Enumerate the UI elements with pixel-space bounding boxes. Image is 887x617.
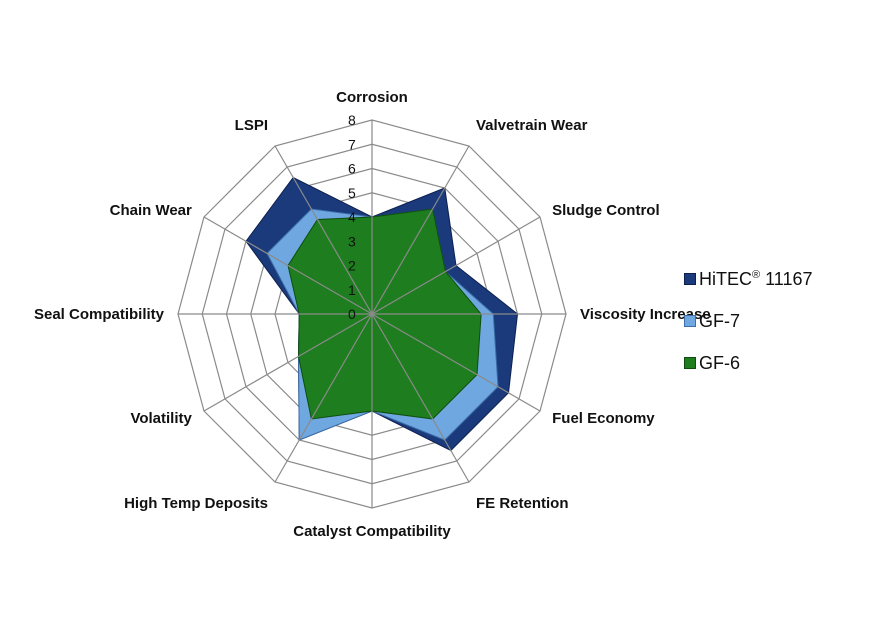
tick-label-2: 2 — [348, 258, 356, 274]
legend-label-hitec-sup: ® — [752, 268, 761, 281]
axis-label-fuel-economy: Fuel Economy — [552, 410, 655, 427]
tick-label-1: 1 — [348, 282, 356, 298]
axis-label-corrosion: Corrosion — [336, 89, 408, 106]
legend-item-hitec: HiTEC® 11167 — [684, 258, 813, 300]
axis-label-lspi: LSPI — [235, 117, 268, 134]
axis-label-high-temp-deposits: High Temp Deposits — [124, 495, 268, 512]
axis-label-viscosity-increase: Viscosity Increase — [580, 306, 711, 323]
spoke-7 — [274, 313, 373, 483]
tick-label-0: 0 — [348, 306, 356, 322]
tick-label-3: 3 — [348, 233, 356, 249]
legend-label-hitec: HiTEC® 11167 — [699, 269, 813, 290]
spoke-8 — [203, 313, 373, 412]
spoke-10 — [203, 216, 373, 315]
legend-label-gf6: GF-6 — [699, 352, 741, 373]
chart-legend: HiTEC® 11167 GF-7 GF-6 — [684, 258, 813, 384]
legend-swatch-gf7 — [684, 315, 696, 327]
spoke-4 — [371, 313, 541, 412]
axis-label-chain-wear: Chain Wear — [110, 202, 192, 219]
axis-label-fe-retention: FE Retention — [476, 495, 569, 512]
legend-swatch-hitec — [684, 273, 696, 285]
tick-label-4: 4 — [348, 209, 356, 225]
axis-label-catalyst-compatibility: Catalyst Compatibility — [293, 523, 451, 540]
legend-swatch-gf6 — [684, 357, 696, 369]
tick-label-8: 8 — [348, 112, 356, 128]
tick-label-5: 5 — [348, 185, 356, 201]
legend-label-hitec-text: HiTEC — [699, 268, 752, 289]
spoke-1 — [371, 145, 470, 315]
tick-label-6: 6 — [348, 161, 356, 177]
axis-label-seal-compatibility: Seal Compatibility — [34, 306, 165, 323]
axis-label-volatility: Volatility — [130, 410, 192, 427]
legend-item-gf6: GF-6 — [684, 342, 813, 384]
axis-label-valvetrain-wear: Valvetrain Wear — [476, 117, 588, 134]
legend-item-gf7: GF-7 — [684, 300, 813, 342]
spoke-5 — [371, 313, 470, 483]
spoke-11 — [274, 145, 373, 315]
legend-label-hitec-rest: 11167 — [760, 268, 813, 289]
spoke-2 — [371, 216, 541, 315]
axis-label-sludge-control: Sludge Control — [552, 202, 660, 219]
legend-label-gf7: GF-7 — [699, 310, 741, 331]
tick-label-7: 7 — [348, 136, 356, 152]
